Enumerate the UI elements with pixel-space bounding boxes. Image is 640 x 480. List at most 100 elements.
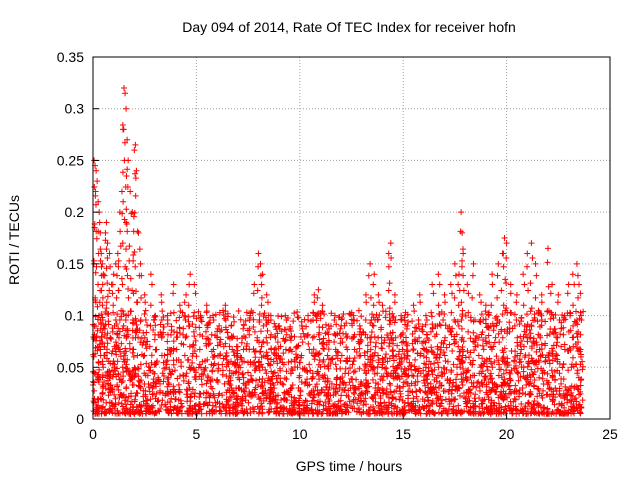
data-point [459, 352, 466, 359]
data-point [120, 373, 127, 380]
data-point [578, 405, 585, 412]
data-point [539, 375, 546, 382]
data-point [572, 395, 579, 402]
data-point [124, 166, 131, 173]
data-point [531, 398, 538, 405]
data-point [160, 359, 167, 366]
data-point [545, 283, 552, 290]
data-point [347, 365, 354, 372]
data-point [296, 403, 303, 410]
data-point [157, 387, 164, 394]
data-point [495, 400, 502, 407]
data-point [495, 357, 502, 364]
data-point [263, 291, 270, 298]
data-point [515, 377, 522, 384]
data-point [282, 390, 289, 397]
data-point [96, 299, 103, 306]
data-point [532, 294, 539, 301]
data-point [339, 410, 346, 417]
data-point [270, 358, 277, 365]
data-point [557, 331, 564, 338]
data-point [316, 336, 323, 343]
data-point [170, 309, 177, 316]
data-point [118, 188, 125, 195]
data-point [345, 409, 352, 416]
data-point [577, 361, 584, 368]
data-point [232, 359, 239, 366]
data-point [95, 379, 102, 386]
data-point [558, 410, 565, 417]
data-point [165, 390, 172, 397]
data-point [257, 260, 264, 267]
data-point [333, 321, 340, 328]
data-point [561, 395, 568, 402]
data-point [113, 294, 120, 301]
data-point [134, 352, 141, 359]
data-point [190, 328, 197, 335]
data-point [115, 386, 122, 393]
data-point [364, 342, 371, 349]
data-point [459, 382, 466, 389]
data-point [575, 339, 582, 346]
data-point [467, 314, 474, 321]
data-point [386, 355, 393, 362]
data-point [423, 361, 430, 368]
data-point [369, 311, 376, 318]
data-point [366, 406, 373, 413]
data-point [577, 290, 584, 297]
data-point [137, 361, 144, 368]
data-point [434, 359, 441, 366]
data-point [533, 272, 540, 279]
data-point [336, 330, 343, 337]
data-point [352, 368, 359, 375]
data-point [250, 408, 257, 415]
data-point [507, 309, 514, 316]
data-point [465, 367, 472, 374]
data-point [121, 216, 128, 223]
data-point [276, 325, 283, 332]
data-point [403, 347, 410, 354]
data-point [466, 408, 473, 415]
data-point [518, 338, 525, 345]
data-point [358, 337, 365, 344]
data-point [248, 376, 255, 383]
data-point [324, 392, 331, 399]
data-point [187, 271, 194, 278]
data-point [176, 302, 183, 309]
data-point [307, 367, 314, 374]
data-point [466, 387, 473, 394]
data-point [320, 311, 327, 318]
data-point [182, 373, 189, 380]
data-point [133, 321, 140, 328]
data-point [475, 352, 482, 359]
data-point [565, 367, 572, 374]
data-point [278, 313, 285, 320]
data-point [101, 343, 108, 350]
data-point [152, 331, 159, 338]
data-point [357, 339, 364, 346]
data-point [178, 340, 185, 347]
data-point [267, 398, 274, 405]
data-point [113, 272, 120, 279]
data-point [143, 360, 150, 367]
data-point [242, 385, 249, 392]
data-point [129, 287, 136, 294]
data-point [454, 355, 461, 362]
data-point [507, 370, 514, 377]
data-point [264, 299, 271, 306]
data-point [302, 397, 309, 404]
data-point [373, 339, 380, 346]
data-point [242, 318, 249, 325]
data-point [349, 361, 356, 368]
data-point [360, 401, 367, 408]
data-point [549, 328, 556, 335]
data-point [549, 372, 556, 379]
data-point [425, 396, 432, 403]
data-point [417, 387, 424, 394]
data-point [128, 398, 135, 405]
data-point [571, 384, 578, 391]
data-point [367, 353, 374, 360]
data-point [293, 343, 300, 350]
data-point [301, 410, 308, 417]
data-point [130, 251, 137, 258]
